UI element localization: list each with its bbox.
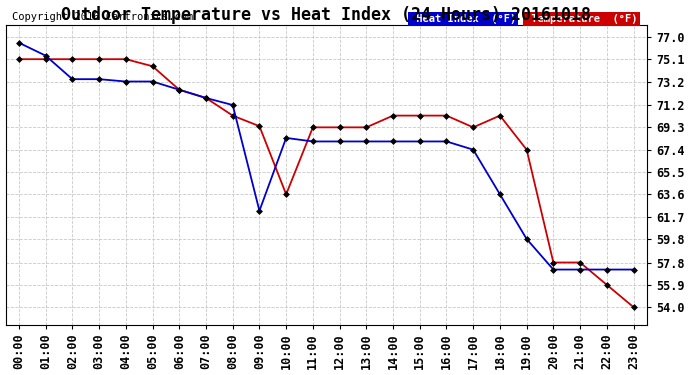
Text: Copyright 2016 Cartronics.com: Copyright 2016 Cartronics.com: [12, 12, 193, 22]
Title: Outdoor Temperature vs Heat Index (24 Hours) 20161018: Outdoor Temperature vs Heat Index (24 Ho…: [61, 6, 591, 24]
Text: Heat Index  (°F): Heat Index (°F): [410, 13, 516, 24]
Text: Temperature  (°F): Temperature (°F): [525, 13, 638, 24]
